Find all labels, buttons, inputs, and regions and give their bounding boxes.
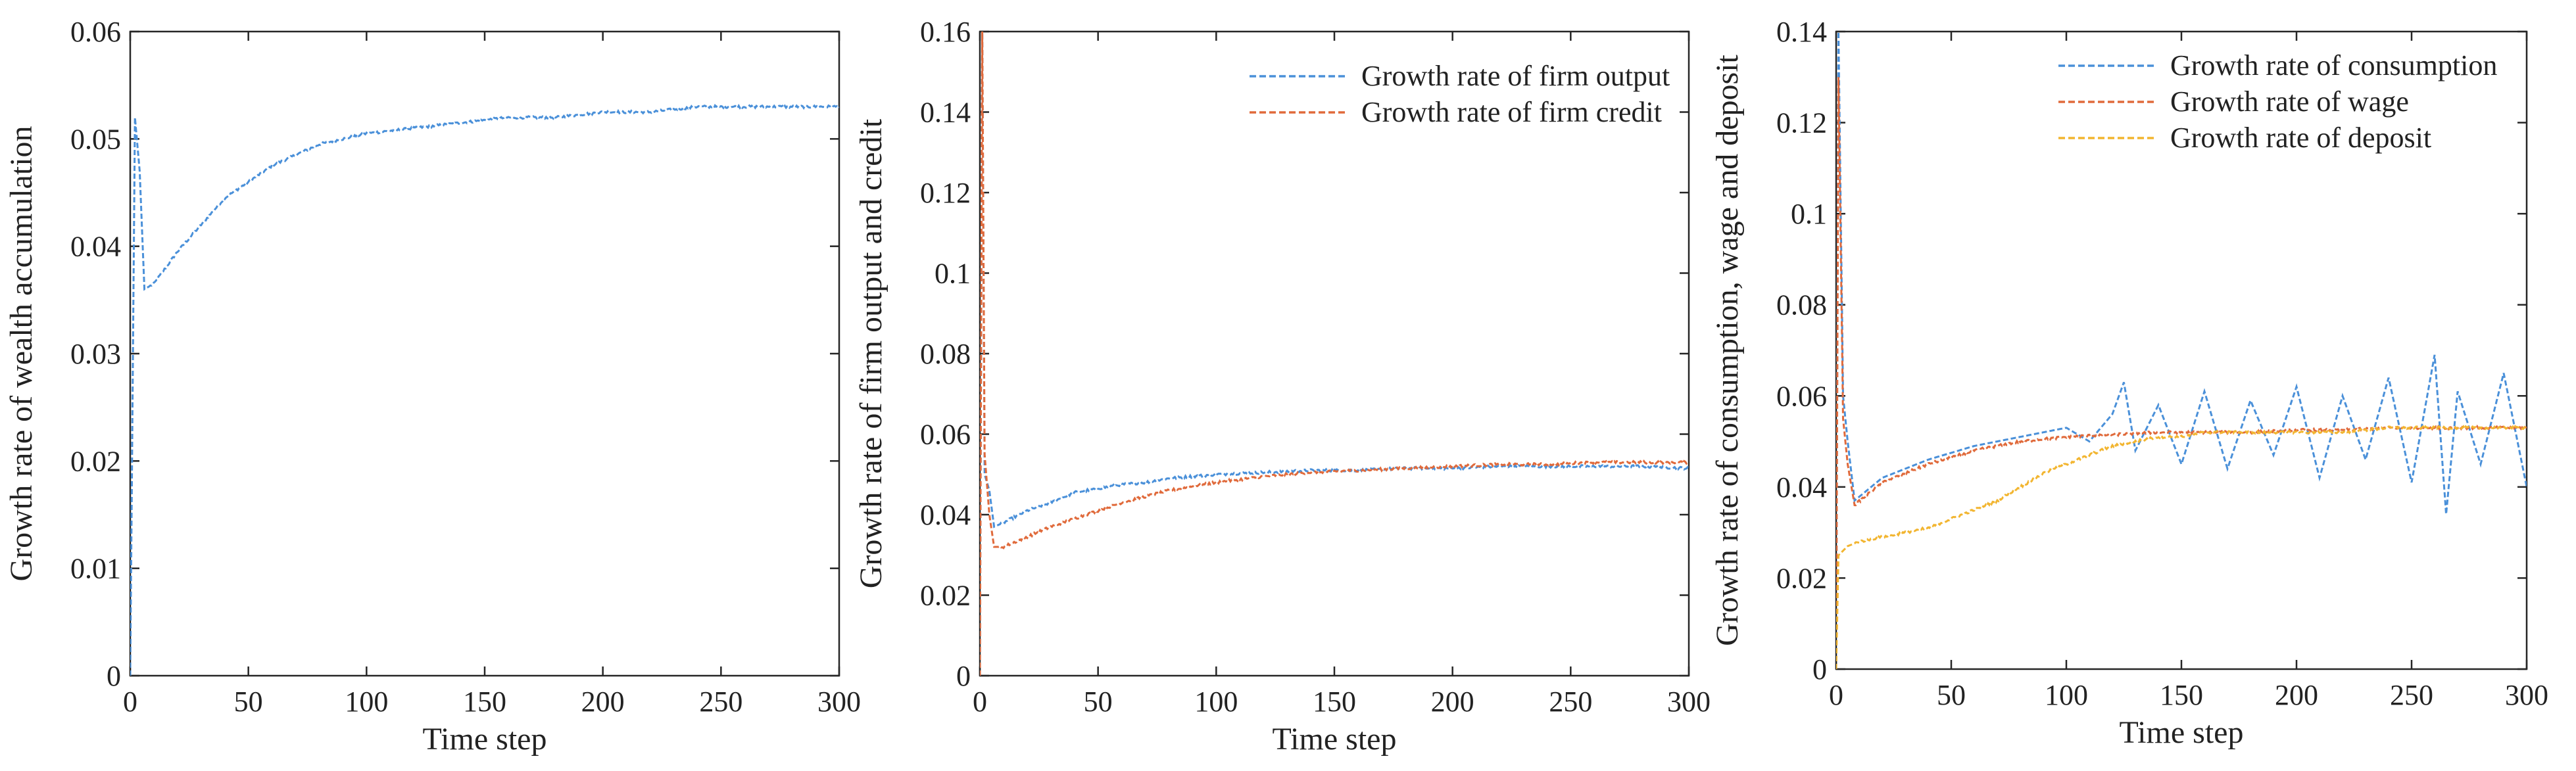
legend-label: Growth rate of deposit (2170, 122, 2431, 154)
x-tick-label: 50 (1084, 686, 1113, 718)
x-tick-label: 100 (1194, 686, 1238, 718)
x-tick-label: 150 (1313, 686, 1356, 718)
y-tick-label: 0.05 (70, 123, 121, 155)
y-tick-label: 0.08 (1776, 289, 1827, 321)
y-tick-label: 0.16 (920, 16, 971, 48)
x-tick-label: 100 (2045, 679, 2088, 711)
series-line-1 (1836, 32, 2527, 669)
x-tick-label: 100 (345, 686, 388, 718)
y-tick-label: 0.04 (920, 499, 971, 531)
series-line-1 (980, 32, 1689, 676)
y-axis-label: Growth rate of consumption, wage and dep… (1710, 54, 1745, 645)
x-tick-label: 300 (1667, 686, 1711, 718)
x-tick-label: 250 (2390, 679, 2433, 711)
y-tick-label: 0.04 (70, 231, 121, 263)
y-axis-label: Growth rate of firm output and credit (854, 118, 888, 588)
x-tick-label: 250 (699, 686, 742, 718)
x-axis-label: Time step (423, 722, 547, 757)
chart-3: 0 50 100 150 200 250 300 0 0.02 0.04 0.06 0.08 0.1 0.… (1710, 16, 2548, 750)
y-tick-label: 0.03 (70, 338, 121, 370)
y-axis-label: Growth rate of wealth accumulation (4, 126, 39, 581)
y-tick-label: 0.12 (920, 177, 971, 209)
y-tick-label: 0.1 (935, 258, 971, 290)
series-line-3 (1836, 425, 2527, 669)
x-tick-label: 0 (973, 686, 987, 718)
x-tick-label: 200 (581, 686, 625, 718)
y-tick-label: 0.06 (920, 419, 971, 451)
y-tick-label: 0 (1812, 653, 1827, 686)
y-tick-label: 0.12 (1776, 107, 1827, 139)
x-tick-label: 200 (2275, 679, 2318, 711)
y-tick-label: 0.1 (1791, 198, 1827, 230)
series-line-2 (1836, 77, 2527, 669)
x-tick-label: 150 (463, 686, 506, 718)
x-tick-label: 0 (123, 686, 137, 718)
y-tick-label: 0.02 (1776, 562, 1827, 594)
y-tick-label: 0.14 (920, 97, 971, 129)
x-tick-label: 300 (2505, 679, 2548, 711)
y-tick-label: 0.01 (70, 553, 121, 585)
y-tick-label: 0.06 (1776, 380, 1827, 412)
series-line-2 (980, 32, 1689, 676)
x-tick-label: 0 (1829, 679, 1843, 711)
x-tick-label: 50 (1937, 679, 1966, 711)
legend-label: Growth rate of wage (2170, 85, 2409, 118)
plot-frame (979, 30, 1690, 677)
x-axis-label: Time step (2120, 715, 2244, 750)
x-tick-label: 200 (1431, 686, 1474, 718)
legend-label: Growth rate of firm credit (1361, 96, 1662, 128)
x-tick-label: 50 (234, 686, 263, 718)
series-line-1 (130, 103, 839, 676)
legend-label: Growth rate of consumption (2170, 49, 2497, 82)
chart-2: 0 50 100 150 200 250 300 0 0.02 0.04 0.06 0.08 0.1 0.… (854, 16, 1711, 757)
legend-label: Growth rate of firm output (1361, 60, 1670, 92)
y-tick-label: 0.08 (920, 338, 971, 370)
y-tick-label: 0.06 (70, 16, 121, 48)
x-axis-label: Time step (1273, 722, 1397, 757)
y-tick-label: 0.02 (920, 580, 971, 612)
y-tick-label: 0 (956, 660, 971, 692)
chart-1: 0 50 100 150 200 250 300 0 0.01 0.02 0.03 0.04 0.05 0… (4, 16, 861, 757)
x-tick-label: 250 (1549, 686, 1592, 718)
y-tick-label: 0.14 (1776, 16, 1827, 48)
y-tick-label: 0.04 (1776, 471, 1827, 503)
x-tick-label: 150 (2160, 679, 2203, 711)
plot-frame (129, 30, 840, 677)
y-tick-label: 0.02 (70, 445, 121, 477)
x-tick-label: 300 (817, 686, 861, 718)
y-tick-label: 0 (107, 660, 121, 692)
